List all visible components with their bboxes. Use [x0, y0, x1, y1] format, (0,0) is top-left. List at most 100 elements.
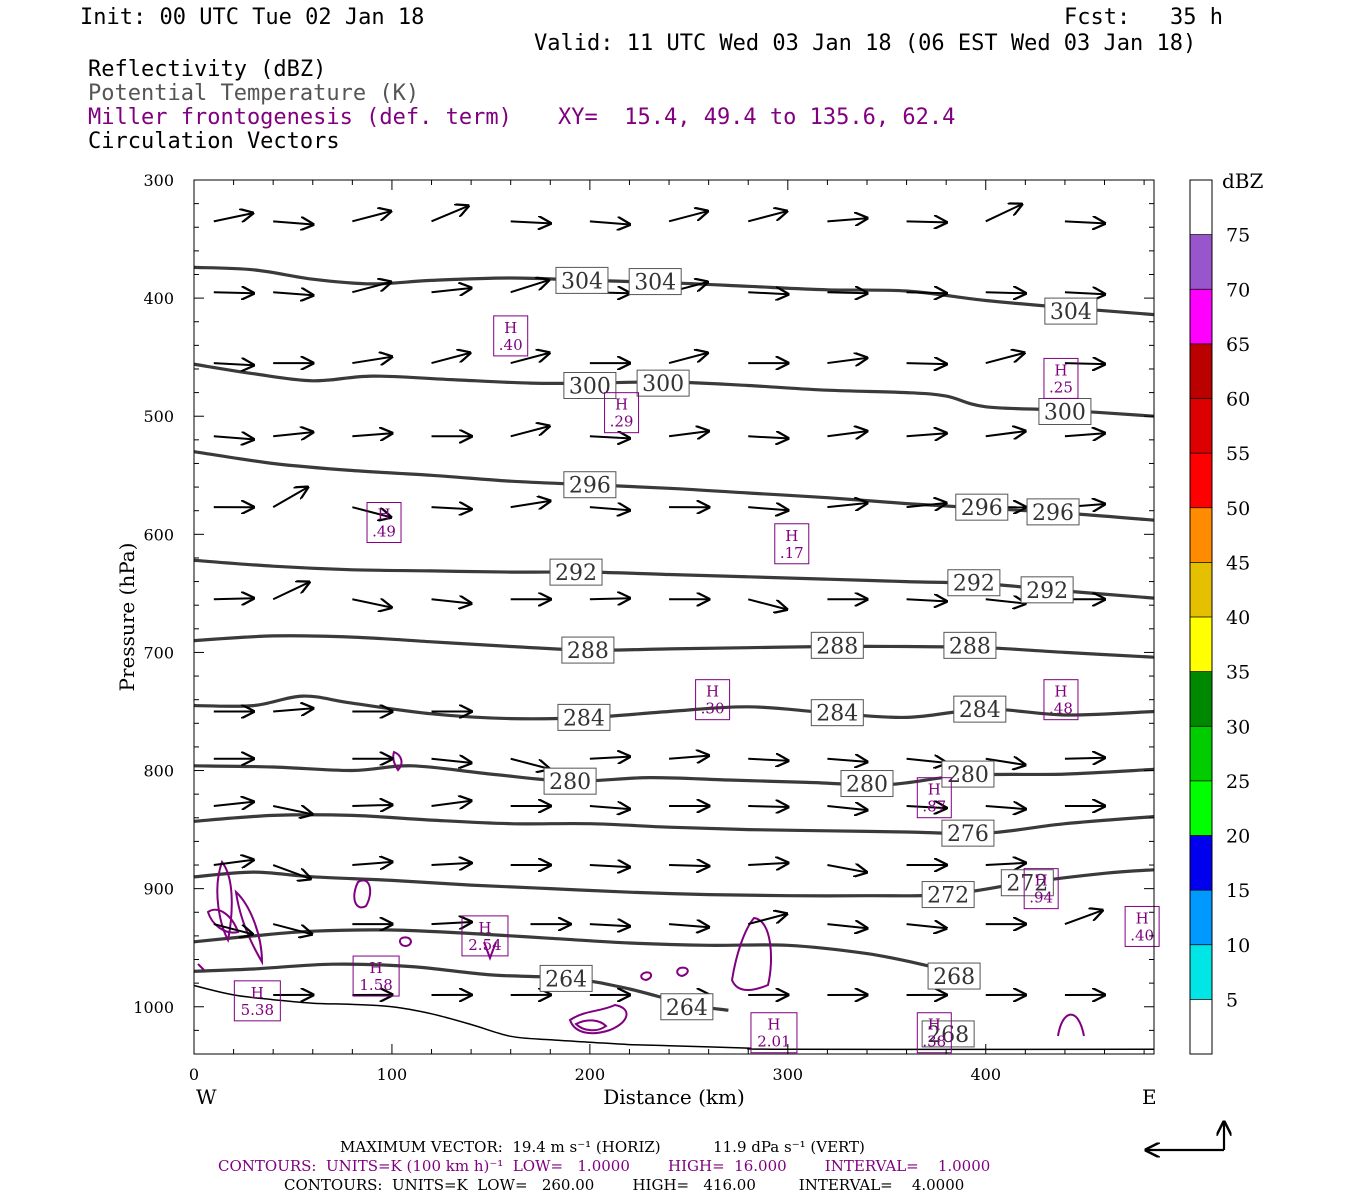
circulation-vector	[272, 864, 310, 879]
colorbar-label: 65	[1226, 334, 1250, 356]
circulation-vector	[431, 922, 472, 924]
theta-contour-288	[193, 634, 1155, 659]
field-frontogenesis: Miller frontogenesis (def. term)	[88, 105, 512, 130]
colorbar-segment	[1190, 890, 1212, 945]
theta-label: 288	[949, 634, 991, 659]
theta-label-box	[1038, 397, 1092, 425]
theta-label: 292	[953, 572, 995, 597]
theta-label-box	[1044, 297, 1098, 325]
fronto-contour-info: CONTOURS: UNITS=K (100 km h)⁻¹ LOW= 1.00…	[218, 1157, 991, 1175]
fronto-maxima: H.40H.29H.25H.49 H.17H.30H.48H.87H.94H.40…	[233, 315, 1160, 1054]
colorbar-segment	[1190, 453, 1212, 508]
circulation-vector	[748, 436, 788, 438]
cross-section-xy: XY= 15.4, 49.4 to 135.6, 62.4	[558, 105, 956, 130]
circulation-vector	[985, 204, 1022, 223]
fronto-max-value: .40	[499, 336, 523, 354]
theta-label-box	[628, 268, 682, 296]
circulation-vector	[431, 599, 472, 603]
circulation-vector	[273, 432, 313, 436]
fronto-max-value: .40	[1130, 926, 1154, 944]
fronto-max-h: H	[370, 959, 383, 977]
fronto-max-box	[916, 1012, 952, 1054]
circulation-vector	[668, 353, 708, 365]
circulation-vector	[906, 221, 947, 222]
theta-contour-info: CONTOURS: UNITS=K LOW= 260.00 HIGH= 416.…	[284, 1176, 965, 1194]
theta-label-box	[947, 569, 1001, 597]
circulation-vector	[213, 213, 253, 221]
fronto-max-h: H	[1054, 683, 1067, 701]
fronto-max-h: H	[706, 683, 719, 701]
circulation-vector	[1064, 910, 1102, 926]
theta-contour-280	[193, 764, 1155, 787]
circulation-vector	[589, 806, 630, 809]
circulation-vector	[213, 598, 254, 599]
x-tick-label: 200	[575, 1065, 606, 1084]
circulation-vector	[827, 292, 867, 293]
circulation-vector	[273, 221, 313, 224]
field-vectors: Circulation Vectors	[88, 129, 340, 154]
theta-contour-264	[193, 962, 729, 1012]
colorbar-label: 10	[1226, 935, 1250, 957]
theta-label: 300	[569, 375, 611, 400]
fronto-contour	[216, 859, 233, 943]
theta-label-box	[549, 558, 603, 586]
theta-label: 284	[563, 706, 605, 731]
colorbar-segment	[1190, 343, 1212, 399]
circulation-vector	[669, 865, 709, 866]
circulation-vector	[431, 206, 469, 223]
fronto-max-box	[1043, 357, 1079, 399]
fronto-max-h: H	[251, 984, 264, 1002]
colorbar-label: 30	[1226, 716, 1250, 738]
fronto-max-h: H	[928, 781, 941, 799]
theta-label: 280	[549, 770, 591, 795]
theta-label-box	[1020, 576, 1074, 604]
fronto-max-h: H	[377, 506, 390, 524]
fronto-max-value: 5.38	[241, 1001, 274, 1019]
fronto-max-box	[774, 523, 810, 565]
theta-label-box	[539, 964, 593, 992]
colorbar-segment	[1190, 289, 1212, 344]
colorbar-label: 40	[1226, 607, 1250, 629]
circulation-vector	[985, 863, 1026, 865]
fronto-max-value: 2.54	[468, 936, 501, 954]
fronto-max-value: .17	[780, 544, 804, 562]
theta-label-box	[921, 881, 975, 909]
theta-contour-296	[193, 450, 1155, 522]
theta-label-box	[660, 993, 714, 1021]
theta-label: 300	[642, 372, 684, 397]
circulation-vector	[510, 757, 550, 769]
fronto-max-box	[1124, 905, 1160, 947]
theta-contour-284	[193, 694, 1155, 721]
theta-label: 272	[1006, 872, 1048, 897]
circulation-vector	[589, 865, 630, 867]
theta-label-box	[555, 266, 609, 294]
circulation-vector	[352, 357, 391, 363]
fronto-contour	[676, 966, 689, 978]
colorbar-label: 60	[1226, 389, 1250, 411]
colorbar-segment	[1190, 507, 1212, 563]
frontogenesis-contours	[197, 750, 1085, 1037]
circulation-vector	[431, 353, 471, 365]
circulation-vector	[668, 211, 708, 223]
colorbar-label: 70	[1226, 279, 1250, 301]
valid-time: Valid: 11 UTC Wed 03 Jan 18 (06 EST Wed …	[534, 31, 1197, 56]
circulation-vector	[748, 806, 788, 807]
circulation-vector	[589, 221, 630, 224]
circulation-vector	[748, 759, 788, 761]
circulation-vector	[352, 599, 391, 607]
fronto-max-h: H	[1035, 872, 1048, 890]
colorbar-segment	[1190, 234, 1212, 290]
fronto-contour	[353, 879, 372, 909]
circulation-vector	[985, 599, 1026, 603]
circulation-vector	[589, 436, 630, 438]
colorbar-label: 5	[1226, 989, 1238, 1011]
theta-label-box	[636, 369, 690, 397]
theta-label: 264	[545, 967, 587, 992]
x-axis-label: Distance (km)	[603, 1085, 745, 1109]
y-tick-label: 300	[143, 171, 174, 190]
colorbar-label: 35	[1226, 662, 1250, 684]
circulation-vector	[748, 292, 788, 294]
theta-label: 296	[1032, 501, 1074, 526]
circulation-vector	[352, 805, 392, 806]
circulation-vector	[213, 436, 254, 439]
